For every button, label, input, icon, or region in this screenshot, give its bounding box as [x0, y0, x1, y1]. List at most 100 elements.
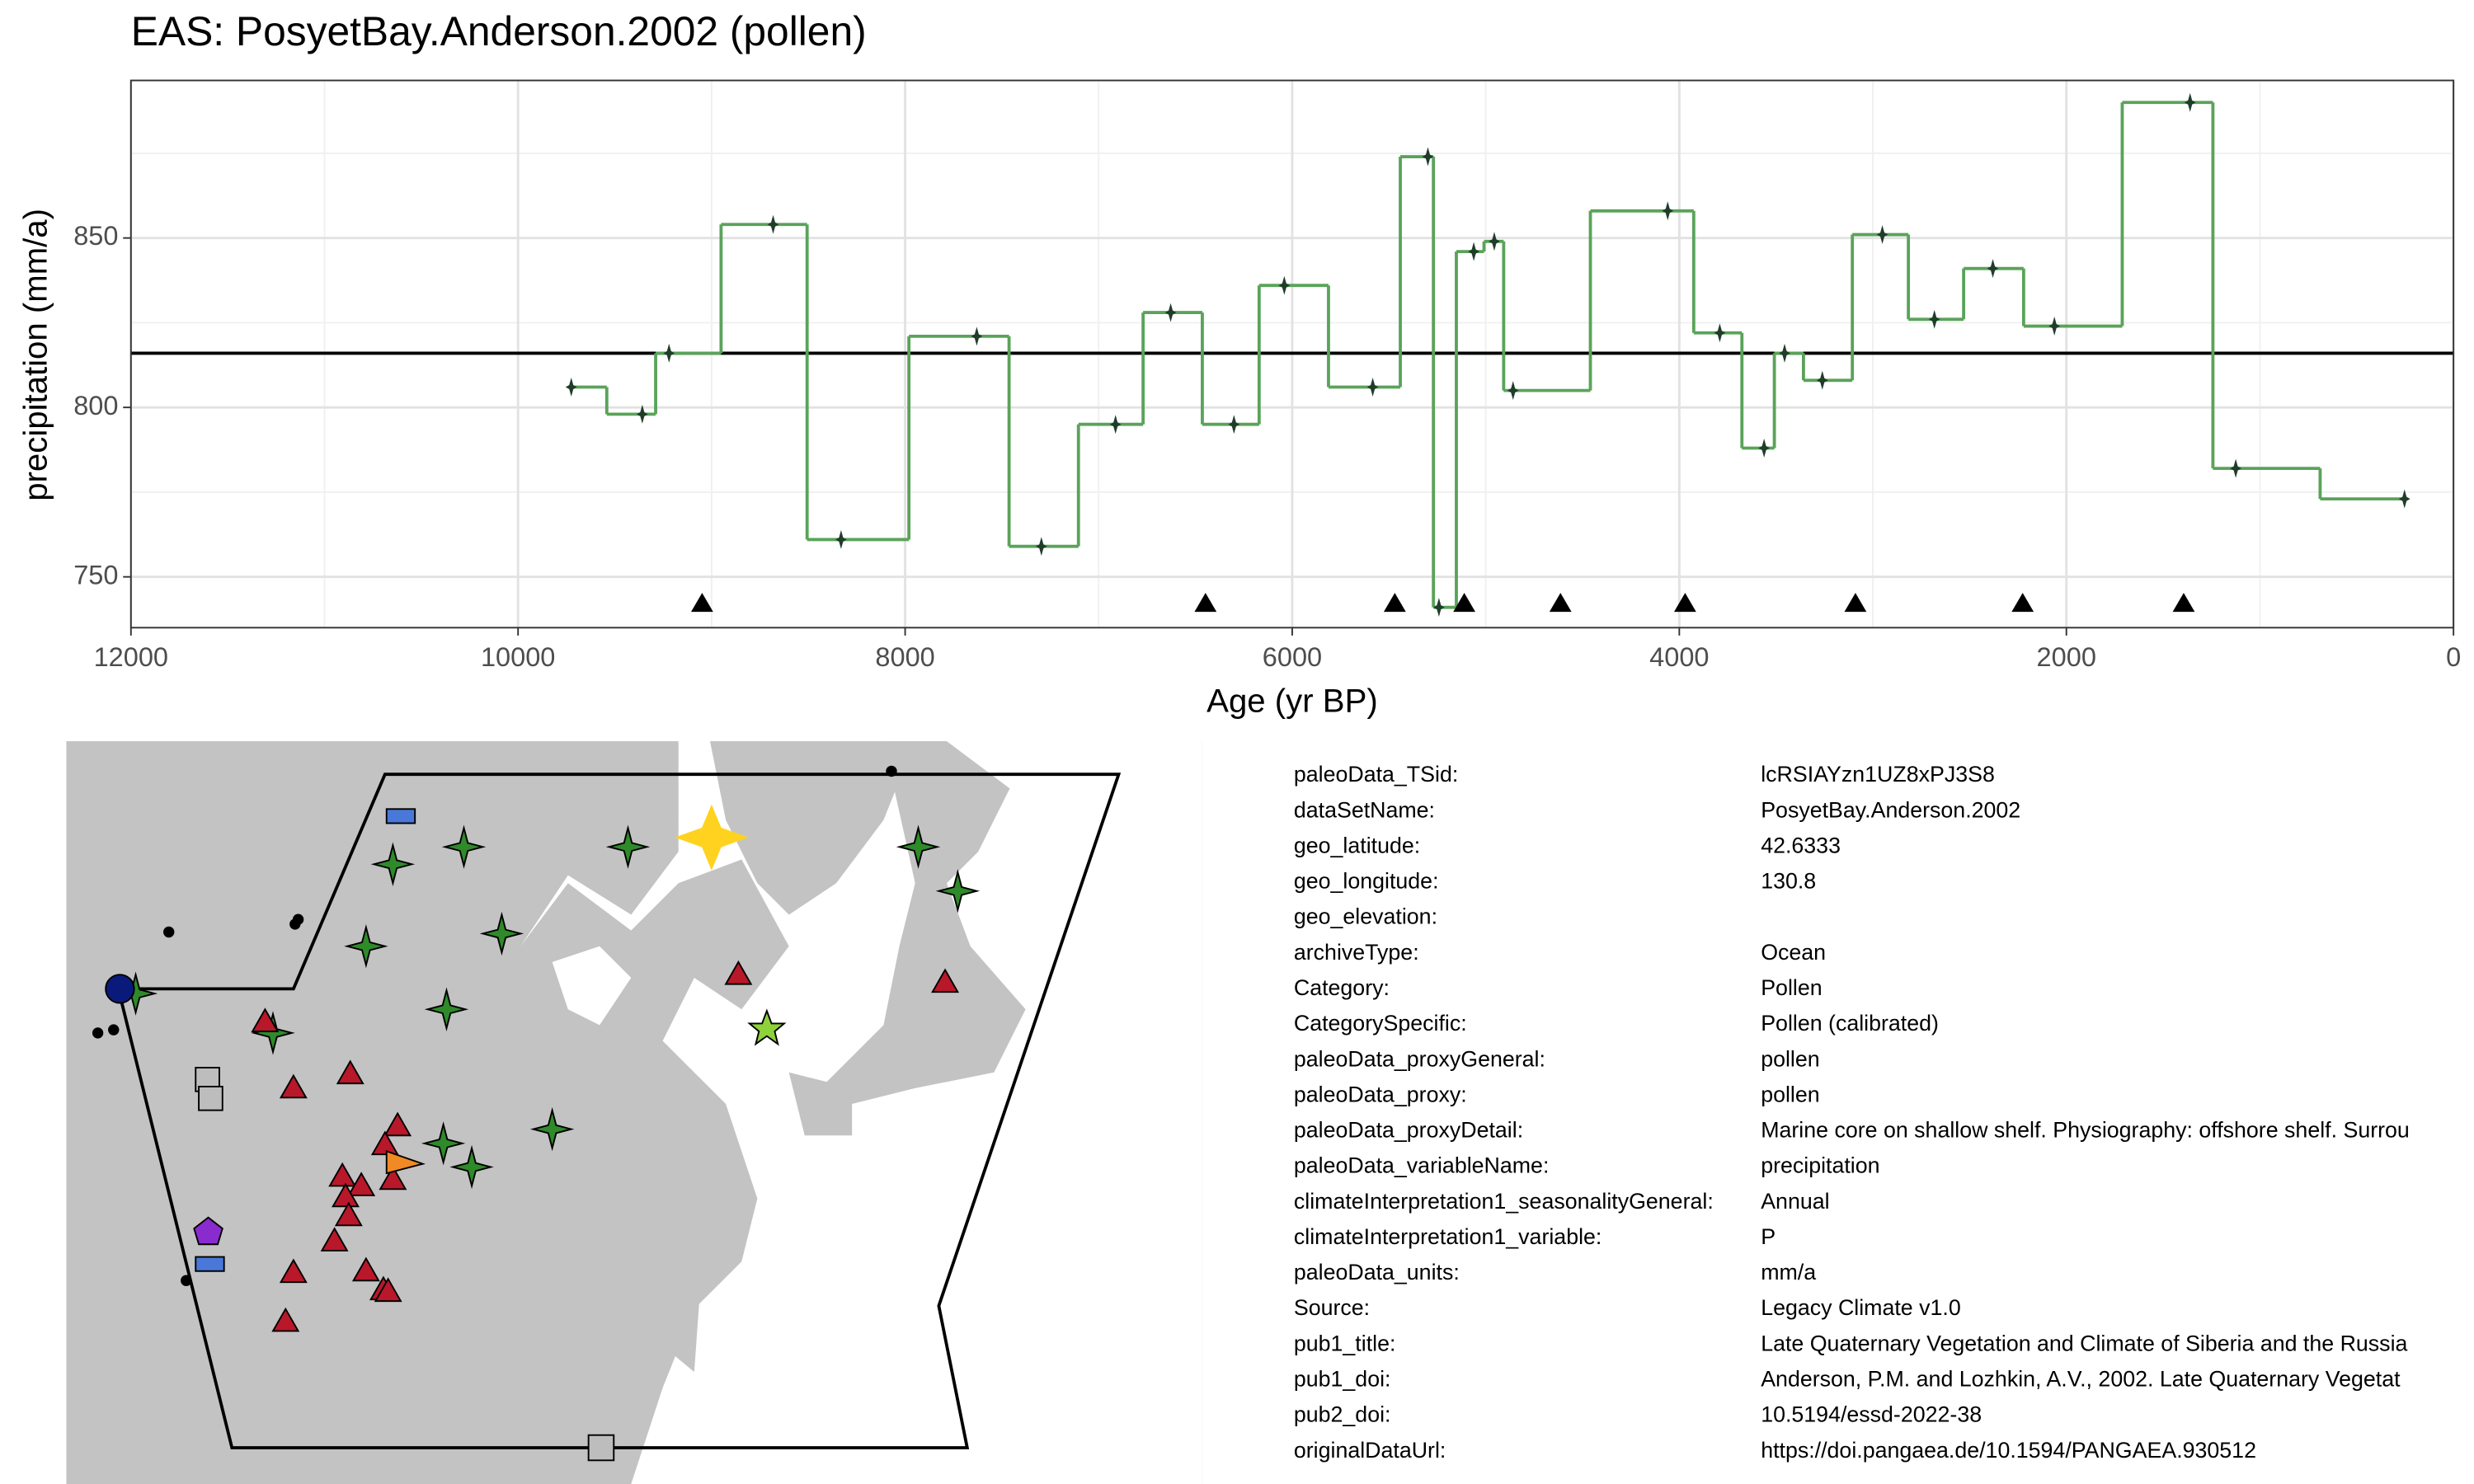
age-marker	[1549, 593, 1572, 613]
site-triangle	[347, 1172, 376, 1196]
age-marker	[1844, 593, 1867, 613]
site-dot	[292, 913, 304, 925]
site-triangle	[370, 1130, 399, 1156]
data-point	[1109, 415, 1122, 434]
site-triangle	[251, 1007, 280, 1032]
data-point	[1816, 370, 1828, 390]
age-marker	[2172, 593, 2195, 613]
data-point	[1987, 259, 1999, 279]
x-tick-label: 6000	[1263, 642, 1322, 672]
site-triangle	[724, 960, 753, 985]
y-tick-label: 800	[73, 391, 118, 420]
data-point	[1432, 598, 1445, 618]
site-square	[198, 1086, 223, 1111]
metadata-table: paleoData_TSid: lcRSIAYzn1UZ8xPJ3S8 dataSe…	[1294, 762, 2410, 1463]
data-point	[2184, 92, 2196, 112]
meta-value: Late Quaternary Vegetation and Climate o…	[1761, 1331, 2407, 1355]
x-tick-label: 2000	[2037, 642, 2096, 672]
meta-key: Category:	[1294, 975, 1390, 1000]
site-square	[587, 1434, 615, 1462]
meta-key: geo_latitude:	[1294, 833, 1420, 857]
site-circle	[105, 974, 135, 1004]
site-triangle	[320, 1227, 349, 1252]
site-star	[896, 824, 941, 869]
meta-value: lcRSIAYzn1UZ8xPJ3S8	[1761, 762, 1995, 787]
meta-key: originalDataUrl:	[1294, 1438, 1446, 1463]
meta-value: 10.5194/essd-2022-38	[1761, 1402, 1982, 1427]
meta-value: Ocean	[1761, 940, 1826, 965]
data-point	[2048, 317, 2061, 336]
site-star	[344, 924, 388, 969]
site-star	[421, 1121, 466, 1166]
site-triangle	[332, 1182, 360, 1208]
site-star	[449, 1144, 494, 1190]
site-star	[747, 1008, 787, 1046]
data-point	[2230, 458, 2241, 478]
meta-key: paleoData_variableName:	[1294, 1153, 1550, 1178]
site-triangle	[271, 1307, 300, 1332]
site-star	[370, 842, 416, 886]
age-marker	[690, 593, 713, 613]
meta-key: paleoData_units:	[1294, 1260, 1460, 1284]
site-dot	[181, 1275, 192, 1286]
meta-key: pub1_doi:	[1294, 1367, 1391, 1392]
data-point	[2398, 489, 2411, 509]
site-dot	[886, 765, 897, 777]
meta-value: Marine core on shallow shelf. Physiograp…	[1761, 1118, 2410, 1143]
y-tick-label: 850	[73, 221, 118, 251]
meta-key: pub2_doi:	[1294, 1402, 1391, 1427]
meta-key: archiveType:	[1294, 940, 1419, 965]
site-triangle	[328, 1162, 357, 1187]
meta-key: geo_longitude:	[1294, 869, 1439, 894]
meta-key: climateInterpretation1_variable:	[1294, 1224, 1602, 1249]
meta-key: Source:	[1294, 1295, 1370, 1320]
meta-value: 42.6333	[1761, 833, 1841, 857]
age-marker	[1674, 593, 1696, 613]
data-point	[1228, 415, 1240, 434]
data-point	[1422, 147, 1434, 167]
site-rect	[195, 1256, 225, 1272]
data-point	[565, 378, 577, 397]
meta-value: https://doi.pangaea.de/10.1594/PANGAEA.9…	[1761, 1438, 2256, 1463]
island	[788, 1072, 853, 1136]
data-point	[835, 529, 847, 549]
data-point	[1779, 343, 1790, 363]
data-point	[1468, 242, 1479, 261]
x-axis-label: Age (yr BP)	[1206, 683, 1378, 720]
data-point	[1507, 381, 1519, 401]
meta-key: CategorySpecific:	[1294, 1011, 1467, 1036]
y-tick-label: 750	[73, 560, 118, 589]
meta-value: pollen	[1761, 1046, 1819, 1071]
meta-value: 130.8	[1761, 869, 1816, 894]
data-point	[971, 326, 983, 346]
meta-value: Pollen (calibrated)	[1761, 1011, 1939, 1036]
meta-value: mm/a	[1761, 1260, 1816, 1284]
meta-key: climateInterpretation1_seasonalityGenera…	[1294, 1189, 1714, 1214]
data-point	[1714, 323, 1726, 343]
site-triangle	[379, 1165, 407, 1190]
meta-value: PosyetBay.Anderson.2002	[1761, 797, 2020, 822]
x-tick-label: 8000	[875, 642, 934, 672]
meta-value: Annual	[1761, 1189, 1829, 1214]
site-star	[935, 869, 981, 913]
data-point	[1758, 439, 1771, 458]
site-dot	[92, 1027, 104, 1039]
site-triangle	[279, 1258, 308, 1284]
x-tick-label: 0	[2446, 642, 2461, 672]
meta-key: paleoData_proxyGeneral:	[1294, 1046, 1545, 1071]
data-point	[1876, 225, 1888, 245]
meta-value: P	[1761, 1224, 1776, 1249]
site-triangle	[279, 1073, 308, 1099]
data-point	[767, 214, 779, 234]
meta-key: pub1_title:	[1294, 1331, 1396, 1355]
site-triangle	[383, 1111, 412, 1137]
sites	[92, 765, 981, 1332]
sea	[552, 946, 632, 1026]
japan	[820, 741, 1026, 1105]
site-star	[605, 824, 651, 869]
y-axis-label: precipitation (mm/a)	[17, 209, 54, 501]
meta-value: Anderson, P.M. and Lozhkin, A.V., 2002. …	[1761, 1367, 2401, 1392]
meta-value: precipitation	[1761, 1153, 1879, 1178]
meta-key: paleoData_proxyDetail:	[1294, 1118, 1523, 1143]
x-tick-label: 4000	[1649, 642, 1709, 672]
